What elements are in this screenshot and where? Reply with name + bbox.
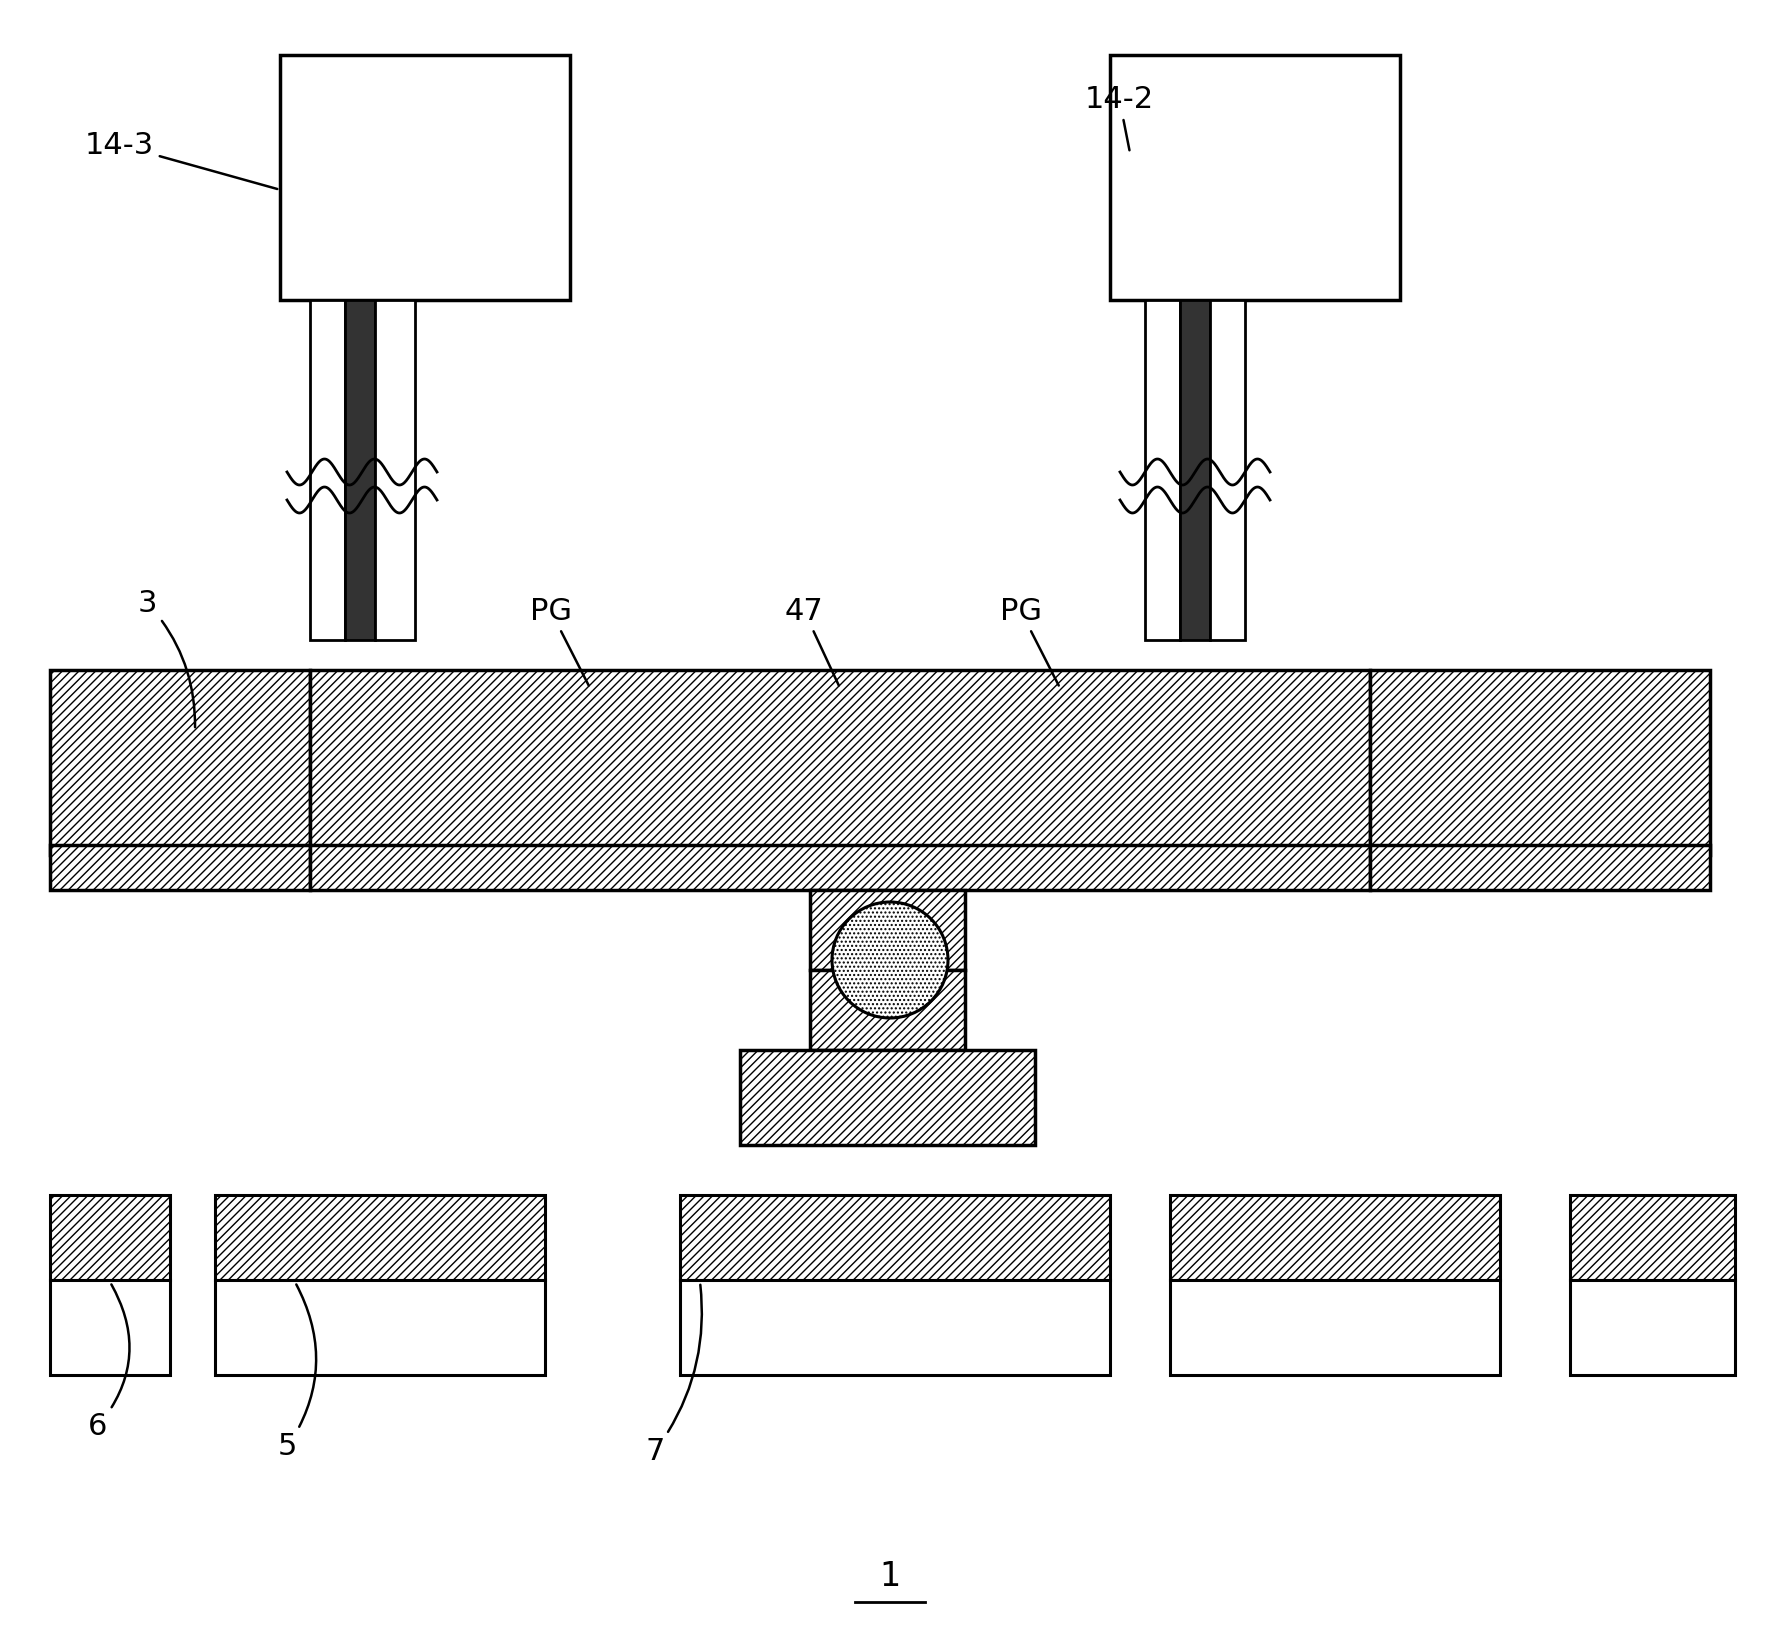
Bar: [216, 1280, 544, 1375]
Bar: [1210, 300, 1245, 641]
Text: 7: 7: [646, 1285, 701, 1466]
Text: 14-3: 14-3: [86, 130, 277, 189]
Bar: [680, 1196, 1110, 1280]
Text: 6: 6: [87, 1285, 130, 1441]
Bar: [1179, 300, 1210, 641]
Bar: [50, 1280, 169, 1375]
Text: 1: 1: [880, 1560, 901, 1593]
Bar: [310, 300, 344, 641]
Bar: [50, 845, 310, 889]
Bar: [1570, 1196, 1736, 1280]
Bar: [1170, 1280, 1500, 1375]
Bar: [680, 1280, 1110, 1375]
Bar: [375, 300, 416, 641]
Bar: [1110, 54, 1400, 300]
Circle shape: [831, 903, 947, 1018]
Text: PG: PG: [530, 596, 589, 685]
Text: 47: 47: [785, 596, 838, 685]
Bar: [344, 300, 375, 641]
Text: PG: PG: [1001, 596, 1058, 685]
Bar: [50, 670, 310, 855]
Bar: [310, 845, 1370, 889]
Text: 3: 3: [137, 590, 194, 728]
Bar: [1570, 1280, 1736, 1375]
Bar: [1370, 670, 1711, 855]
Bar: [810, 970, 965, 1051]
Bar: [1145, 300, 1179, 641]
Bar: [1370, 845, 1711, 889]
Bar: [810, 889, 965, 970]
Bar: [740, 1051, 1035, 1145]
Bar: [216, 1196, 544, 1280]
Bar: [1170, 1196, 1500, 1280]
Bar: [280, 54, 571, 300]
Text: 14-2: 14-2: [1085, 86, 1154, 150]
Bar: [50, 1196, 169, 1280]
Bar: [310, 670, 1370, 855]
Text: 5: 5: [278, 1285, 316, 1461]
